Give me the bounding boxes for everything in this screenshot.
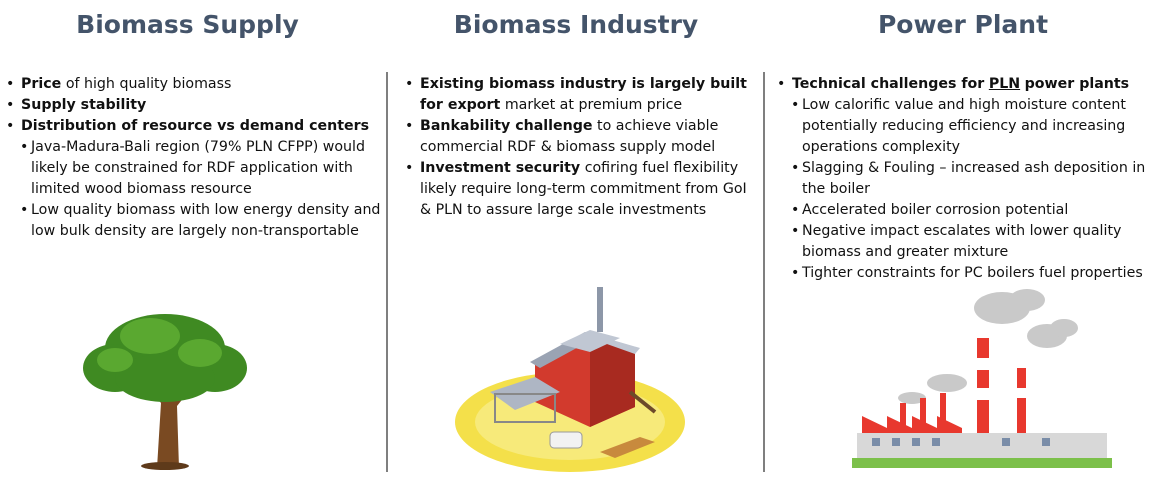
divider bbox=[386, 72, 388, 472]
text: of high quality biomass bbox=[66, 76, 232, 92]
bold-text: Distribution of resource vs demand cente… bbox=[21, 118, 369, 134]
bold-text: Supply stability bbox=[21, 97, 146, 113]
bullet: Existing biomass industry is largely bui… bbox=[403, 74, 762, 116]
divider bbox=[763, 72, 765, 472]
tree-illustration bbox=[75, 308, 255, 470]
bold-text: Bankability challenge bbox=[420, 118, 593, 134]
page: Biomass Supply Price of high quality bio… bbox=[0, 0, 1159, 479]
sub-bullet: Low quality biomass with low energy dens… bbox=[4, 200, 385, 242]
sub-bullet: Accelerated boiler corrosion potential bbox=[775, 200, 1159, 221]
bullet: Distribution of resource vs demand cente… bbox=[4, 116, 385, 242]
bullet: Investment security cofiring fuel flexib… bbox=[403, 158, 762, 221]
bullet: Price of high quality biomass bbox=[4, 74, 385, 95]
column-title: Biomass Supply bbox=[0, 10, 385, 39]
sub-bullet: Low calorific value and high moisture co… bbox=[775, 95, 1159, 158]
power-plant-illustration bbox=[852, 288, 1132, 474]
bullet-list: Existing biomass industry is largely bui… bbox=[403, 74, 762, 221]
underlined-text: PLN bbox=[989, 76, 1020, 92]
bullet: Technical challenges for PLN power plant… bbox=[775, 74, 1159, 284]
factory-illustration bbox=[450, 282, 690, 474]
bullet-list: Technical challenges for PLN power plant… bbox=[775, 74, 1159, 284]
column-title: Biomass Industry bbox=[390, 10, 762, 39]
bold-text: Investment security bbox=[420, 160, 580, 176]
column-title: Power Plant bbox=[767, 10, 1159, 39]
text: market at premium price bbox=[505, 97, 682, 113]
bold-text: Price bbox=[21, 76, 61, 92]
column: Biomass Industry Existing biomass indust… bbox=[390, 0, 762, 479]
sub-bullet: Tighter constraints for PC boilers fuel … bbox=[775, 263, 1159, 284]
bold-text: Technical challenges for bbox=[792, 76, 984, 92]
column: Power Plant Technical challenges for PLN… bbox=[767, 0, 1159, 479]
bold-text: power plants bbox=[1025, 76, 1130, 92]
bullet: Bankability challenge to achieve viable … bbox=[403, 116, 762, 158]
bullet: Supply stability bbox=[4, 95, 385, 116]
column: Biomass Supply Price of high quality bio… bbox=[0, 0, 385, 479]
sub-bullet: Slagging & Fouling – increased ash depos… bbox=[775, 158, 1159, 200]
bullet-list: Price of high quality biomass Supply sta… bbox=[4, 74, 385, 242]
sub-bullet: Java-Madura-Bali region (79% PLN CFPP) w… bbox=[4, 137, 385, 200]
sub-bullet: Negative impact escalates with lower qua… bbox=[775, 221, 1159, 263]
